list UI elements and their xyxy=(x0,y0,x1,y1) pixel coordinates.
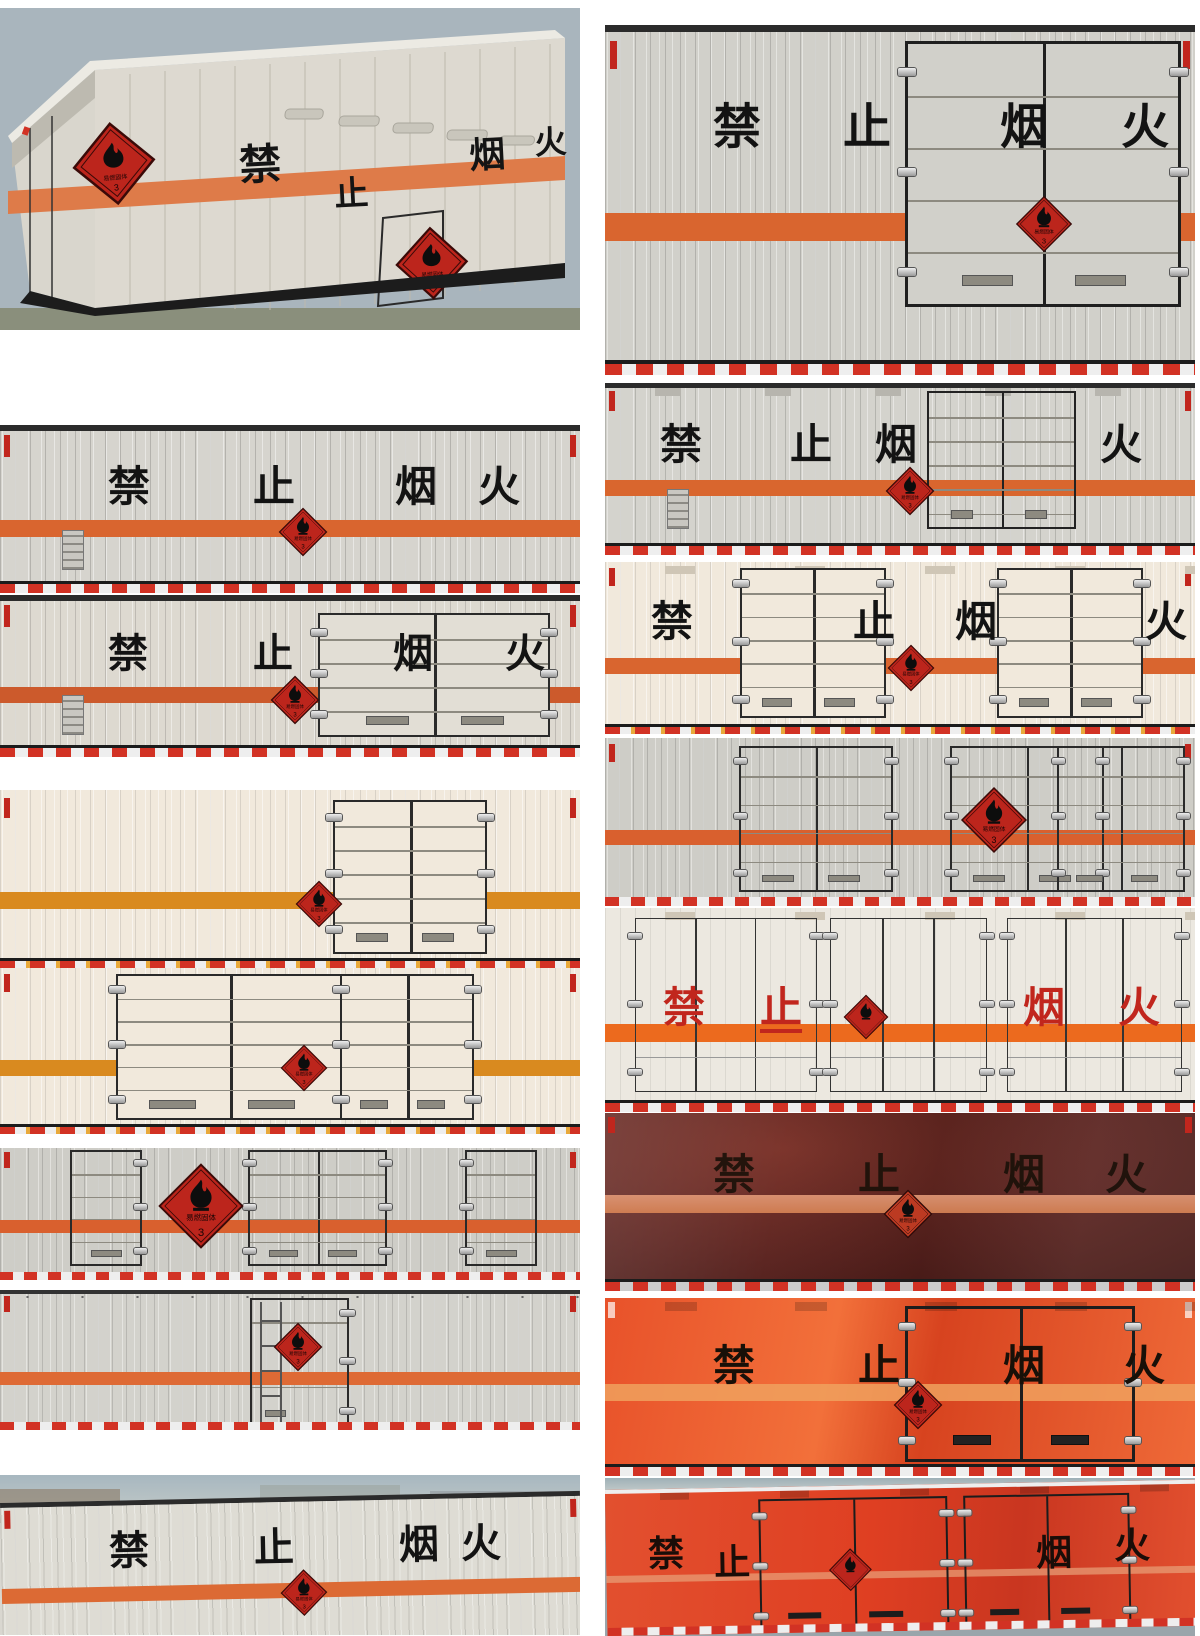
svg-text:3: 3 xyxy=(1042,237,1046,246)
svg-text:3: 3 xyxy=(992,835,997,845)
svg-text:3: 3 xyxy=(303,1604,306,1610)
svg-text:3: 3 xyxy=(302,1080,305,1086)
svg-text:易燃固体: 易燃固体 xyxy=(909,1408,927,1415)
svg-text:易燃固体: 易燃固体 xyxy=(310,907,328,914)
svg-text:易燃固体: 易燃固体 xyxy=(899,1217,917,1224)
svg-text:易燃固体: 易燃固体 xyxy=(902,671,920,678)
svg-text:禁: 禁 xyxy=(238,140,282,189)
svg-text:烟: 烟 xyxy=(468,133,506,176)
svg-text:易燃固体: 易燃固体 xyxy=(289,1350,307,1357)
svg-text:易燃固体: 易燃固体 xyxy=(294,535,312,542)
svg-text:易燃固体: 易燃固体 xyxy=(901,494,919,501)
svg-text:3: 3 xyxy=(113,182,119,192)
svg-text:3: 3 xyxy=(317,916,320,922)
svg-text:3: 3 xyxy=(198,1227,204,1239)
svg-text:易燃固体: 易燃固体 xyxy=(286,703,304,710)
svg-text:易燃固体: 易燃固体 xyxy=(295,1071,313,1078)
svg-text:火: 火 xyxy=(533,123,567,161)
svg-text:3: 3 xyxy=(909,680,912,686)
svg-text:易燃固体: 易燃固体 xyxy=(186,1212,216,1222)
